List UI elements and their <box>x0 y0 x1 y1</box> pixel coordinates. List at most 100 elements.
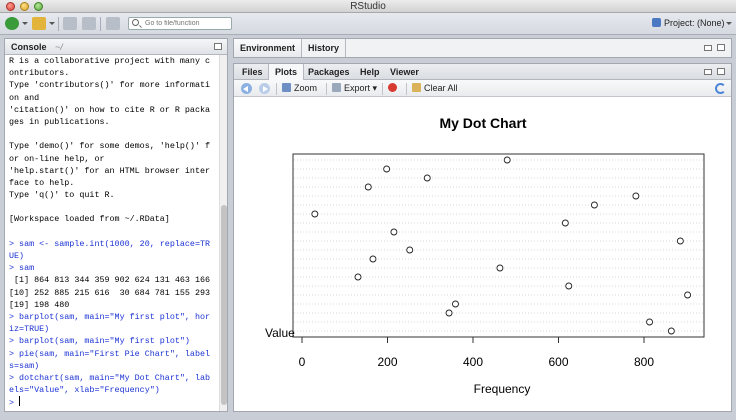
console-header: Console ~/ <box>5 39 227 55</box>
data-point <box>565 282 573 290</box>
console-output-line: Type 'contributors()' for more informati <box>9 80 211 91</box>
console-tab[interactable]: Console <box>11 42 47 52</box>
maximize-pane-icon[interactable] <box>717 68 725 75</box>
plots-toolbar: Zoom Export ▾ Clear All <box>234 80 731 97</box>
pane-tabs: Files Plots Packages Help Viewer <box>234 64 731 81</box>
console-command-line: els="Value", xlab="Frequency") <box>9 385 160 396</box>
console-output-line: ges in publications. <box>9 116 110 127</box>
remove-plot-button[interactable] <box>388 83 400 93</box>
title-bar: RStudio <box>0 0 736 13</box>
goto-file-field[interactable] <box>128 17 237 30</box>
export-icon <box>332 83 341 92</box>
zoom-window-button[interactable] <box>34 2 43 11</box>
console-output-line: 'help.start()' for an HTML browser inter <box>9 165 211 176</box>
console-prompt[interactable]: > <box>9 396 218 409</box>
zoom-label: Zoom <box>294 83 318 93</box>
data-point <box>684 291 692 299</box>
tab-viewer[interactable]: Viewer <box>390 67 419 77</box>
data-point <box>423 174 431 182</box>
data-point <box>676 237 684 245</box>
data-point <box>445 309 453 317</box>
text-cursor <box>19 396 21 407</box>
console-output-line: Type 'q()' to quit R. <box>9 190 115 201</box>
console-output-line: on and <box>9 92 40 103</box>
data-point <box>667 327 675 335</box>
tab-environment[interactable]: Environment <box>234 39 303 57</box>
x-axis-label: Frequency <box>473 382 531 396</box>
data-point <box>406 246 414 254</box>
main-toolbar: Project: (None) <box>0 13 736 35</box>
toolbar-separator <box>382 83 383 95</box>
chevron-down-icon[interactable] <box>49 22 55 25</box>
plot-frame <box>292 153 705 338</box>
data-point <box>311 210 319 218</box>
minimize-pane-icon[interactable] <box>704 69 712 75</box>
data-point <box>590 201 598 209</box>
close-window-button[interactable] <box>6 2 15 11</box>
data-point <box>646 318 654 326</box>
chevron-down-icon[interactable] <box>22 22 28 25</box>
x-tick-label: 600 <box>548 355 569 369</box>
working-directory[interactable]: ~/ <box>55 42 63 52</box>
console-command-line: > sam <box>9 263 35 274</box>
console-scrollbar[interactable] <box>219 55 227 411</box>
console-output-line: 'citation()' on how to cite R or R packa <box>9 104 211 115</box>
data-point <box>354 273 362 281</box>
maximize-pane-icon[interactable] <box>214 43 222 50</box>
console-command-line: > pie(sam, main="First Pie Chart", label <box>9 348 211 359</box>
zoom-button[interactable]: Zoom <box>282 83 317 93</box>
tab-packages[interactable]: Packages <box>308 67 350 77</box>
maximize-pane-icon[interactable] <box>717 44 725 51</box>
minimize-window-button[interactable] <box>20 2 29 11</box>
print-icon[interactable] <box>106 17 120 30</box>
console-output-line: R is a collaborative project with many c <box>9 56 211 66</box>
console-command-line: > dotchart(sam, main="My Dot Chart", lab <box>9 372 211 383</box>
toolbar-separator <box>326 83 327 95</box>
export-menu[interactable]: Export ▾ <box>332 83 377 94</box>
console-output-line <box>9 201 218 213</box>
refresh-icon[interactable] <box>715 83 726 94</box>
console-pane: Console ~/ R is a collaborative project … <box>4 38 228 412</box>
project-label: Project: (None) <box>664 18 725 28</box>
x-tick-label: 800 <box>633 355 655 369</box>
clear-all-button[interactable]: Clear All <box>412 83 458 93</box>
data-point <box>383 165 391 173</box>
export-label: Export <box>344 83 371 93</box>
chevron-down-icon[interactable] <box>726 22 732 25</box>
next-plot-icon[interactable] <box>259 83 270 94</box>
data-point <box>390 228 398 236</box>
data-point <box>452 300 459 308</box>
scrollbar-thumb[interactable] <box>221 205 227 405</box>
console-output-line: face to help. <box>9 177 75 188</box>
console-output[interactable]: R is a collaborative project with many c… <box>5 55 218 411</box>
tab-plots[interactable]: Plots <box>268 64 305 81</box>
console-output-line: or on-line help, or <box>9 153 105 164</box>
console-command-line: iz=TRUE) <box>9 324 50 335</box>
data-point <box>632 192 640 200</box>
save-icon[interactable] <box>63 17 77 30</box>
toolbar-separator <box>58 17 59 31</box>
console-output-line <box>9 128 218 140</box>
save-all-icon[interactable] <box>82 17 96 30</box>
window-title: RStudio <box>350 1 386 12</box>
data-point <box>369 255 377 263</box>
broom-icon <box>412 83 421 92</box>
console-output-line: [10] 252 885 215 616 30 684 781 155 293 <box>9 287 211 298</box>
previous-plot-icon[interactable] <box>241 83 252 94</box>
data-point <box>503 156 511 164</box>
project-menu[interactable]: Project: (None) <box>652 18 725 28</box>
tab-files[interactable]: Files <box>242 67 263 77</box>
tab-history[interactable]: History <box>302 39 347 57</box>
remove-plot-icon <box>388 83 397 92</box>
console-command-line: s=sam) <box>9 360 40 371</box>
project-cube-icon <box>652 18 661 27</box>
toolbar-separator <box>276 83 277 95</box>
open-folder-icon[interactable] <box>32 17 46 30</box>
minimize-pane-icon[interactable] <box>704 45 712 51</box>
x-tick-label: 0 <box>298 355 306 369</box>
goto-file-input[interactable] <box>145 18 237 29</box>
magnifier-icon <box>282 83 291 92</box>
tab-help[interactable]: Help <box>360 67 380 77</box>
new-file-icon[interactable] <box>5 17 19 30</box>
data-point <box>364 183 372 191</box>
